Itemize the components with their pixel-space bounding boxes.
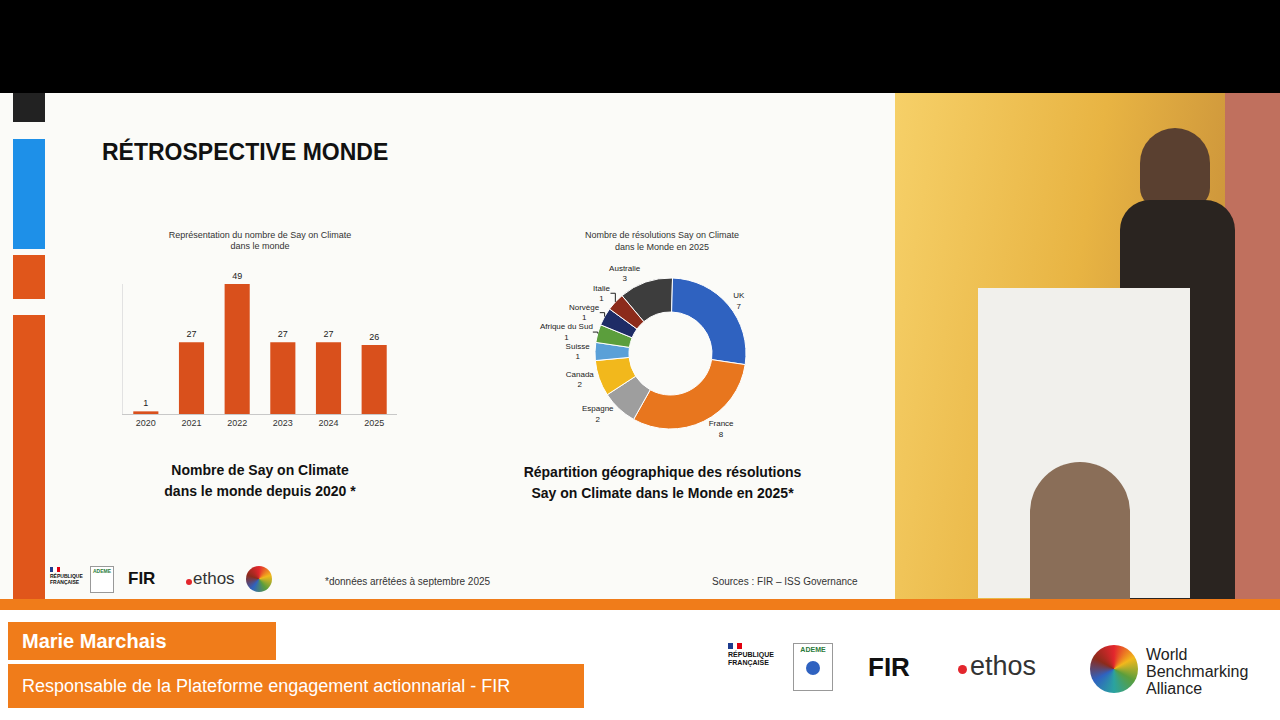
svg-text:2023: 2023 xyxy=(273,418,293,428)
svg-text:France8: France8 xyxy=(709,419,734,438)
html-text:ADEME: ADEME xyxy=(800,646,826,653)
html-text:Répartition géographique des r: Répartition géographique des résolutions xyxy=(523,464,802,480)
html-text:RÉPUBLIQUE: RÉPUBLIQUE xyxy=(50,573,83,579)
html-text:FRANÇAISE: FRANÇAISE xyxy=(728,659,769,666)
html-text:Responsable de la Plateforme e: Responsable de la Plateforme engagement … xyxy=(22,676,511,696)
html-text:World: World xyxy=(1146,646,1188,663)
svg-text:26: 26 xyxy=(369,332,379,342)
html-text:FRANÇAISE: FRANÇAISE xyxy=(50,579,80,585)
html-text:Nombre de Say on Climate: Nombre de Say on Climate xyxy=(171,462,349,478)
html-text:*données arrêtées à septembre: *données arrêtées à septembre 2025 xyxy=(325,576,491,587)
html-text:dans le monde depuis 2020 *: dans le monde depuis 2020 * xyxy=(164,483,356,499)
html-text:FIR: FIR xyxy=(128,569,156,588)
html-text:ethos: ethos xyxy=(970,651,1037,681)
svg-text:2025: 2025 xyxy=(364,418,384,428)
svg-text:2020: 2020 xyxy=(136,418,156,428)
svg-text:Norvège1: Norvège1 xyxy=(569,303,600,322)
svg-text:Représentation du nombre de Sa: Représentation du nombre de Say on Clima… xyxy=(169,230,352,252)
svg-text:Espagne2: Espagne2 xyxy=(582,404,614,423)
svg-text:Nombre de résolutions Say on C: Nombre de résolutions Say on Climatedans… xyxy=(585,230,739,252)
svg-text:Suisse1: Suisse1 xyxy=(566,342,591,361)
svg-text:2021: 2021 xyxy=(181,418,201,428)
svg-text:49: 49 xyxy=(232,271,242,281)
html-text:ADEME: ADEME xyxy=(93,568,111,574)
svg-text:Italie1: Italie1 xyxy=(593,284,610,303)
svg-text:27: 27 xyxy=(278,329,288,339)
html-text:Alliance: Alliance xyxy=(1146,680,1202,697)
html-text:Marie Marchais: Marie Marchais xyxy=(22,630,167,652)
svg-text:UK7: UK7 xyxy=(733,291,745,310)
svg-text:1: 1 xyxy=(143,398,148,408)
svg-text:2024: 2024 xyxy=(318,418,338,428)
html-text:FIR: FIR xyxy=(868,652,910,682)
svg-text:Australie3: Australie3 xyxy=(609,264,641,283)
svg-text:2022: 2022 xyxy=(227,418,247,428)
html-text:RÉPUBLIQUE: RÉPUBLIQUE xyxy=(728,651,774,658)
svg-text:Canada2: Canada2 xyxy=(566,370,595,389)
svg-text:Afrique du Sud1: Afrique du Sud1 xyxy=(540,322,593,341)
html-text:Benchmarking: Benchmarking xyxy=(1146,663,1249,680)
html-text:Say on Climate dans le Monde e: Say on Climate dans le Monde en 2025* xyxy=(531,485,794,501)
html-text:Sources : FIR – ISS Governance: Sources : FIR – ISS Governance xyxy=(712,576,858,587)
html-text:RÉTROSPECTIVE MONDE: RÉTROSPECTIVE MONDE xyxy=(102,139,389,165)
svg-text:27: 27 xyxy=(186,329,196,339)
svg-text:27: 27 xyxy=(323,329,333,339)
html-text:ethos: ethos xyxy=(193,569,235,588)
